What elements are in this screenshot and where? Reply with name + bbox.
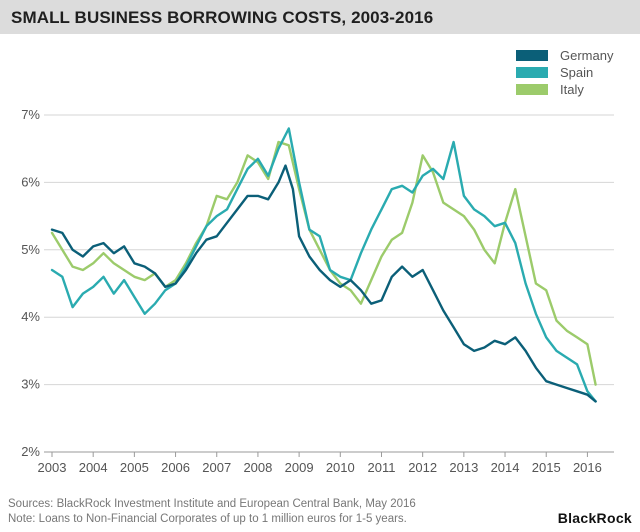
chart-title: SMALL BUSINESS BORROWING COSTS, 2003-201… xyxy=(11,8,434,27)
series-line-spain xyxy=(50,127,597,403)
series-line-germany xyxy=(50,164,597,403)
legend-swatch-spain xyxy=(516,67,548,78)
y-tick-label: 6% xyxy=(21,174,40,189)
legend: Germany Spain Italy xyxy=(516,48,614,97)
x-tick-label: 2006 xyxy=(161,460,190,475)
title-bar: SMALL BUSINESS BORROWING COSTS, 2003-201… xyxy=(0,0,640,34)
footnote: Note: Loans to Non-Financial Corporates … xyxy=(8,513,407,525)
x-axis-ticks: 2003 2004 2005 2006 2007 2008 2009 2010 2011 2012… xyxy=(38,452,602,475)
y-tick-label: 7% xyxy=(21,107,40,122)
x-tick-label: 2003 xyxy=(38,460,67,475)
y-tick-label: 3% xyxy=(21,377,40,392)
series-line-italy xyxy=(50,140,597,386)
line-chart: 2%3%4%5%6%7% 2003 2004 2005 2006 2007 2008 200… xyxy=(21,48,614,475)
legend-label-germany: Germany xyxy=(560,48,614,63)
legend-label-spain: Spain xyxy=(560,65,593,80)
x-tick-label: 2009 xyxy=(285,460,314,475)
x-tick-label: 2005 xyxy=(120,460,149,475)
x-tick-label: 2010 xyxy=(326,460,355,475)
x-tick-label: 2016 xyxy=(573,460,602,475)
y-tick-label: 5% xyxy=(21,242,40,257)
series-lines xyxy=(50,127,597,403)
x-tick-label: 2012 xyxy=(408,460,437,475)
y-axis-ticks: 2% 3% 4% 5% 6% 7% xyxy=(21,107,40,459)
x-tick-label: 2015 xyxy=(532,460,561,475)
source-note: Sources: BlackRock Investment Institute … xyxy=(8,498,416,510)
y-tick-label: 4% xyxy=(21,309,40,324)
x-tick-label: 2013 xyxy=(449,460,478,475)
blackrock-logo: BlackRock xyxy=(557,510,632,526)
x-tick-label: 2004 xyxy=(79,460,108,475)
x-tick-label: 2011 xyxy=(367,460,395,475)
grid xyxy=(44,114,614,453)
x-tick-label: 2008 xyxy=(243,460,272,475)
legend-swatch-italy xyxy=(516,84,548,95)
x-tick-label: 2014 xyxy=(491,460,520,475)
x-tick-label: 2007 xyxy=(202,460,231,475)
y-tick-label: 2% xyxy=(21,444,40,459)
footer: Sources: BlackRock Investment Institute … xyxy=(8,497,416,527)
legend-label-italy: Italy xyxy=(560,82,584,97)
legend-swatch-germany xyxy=(516,50,548,61)
